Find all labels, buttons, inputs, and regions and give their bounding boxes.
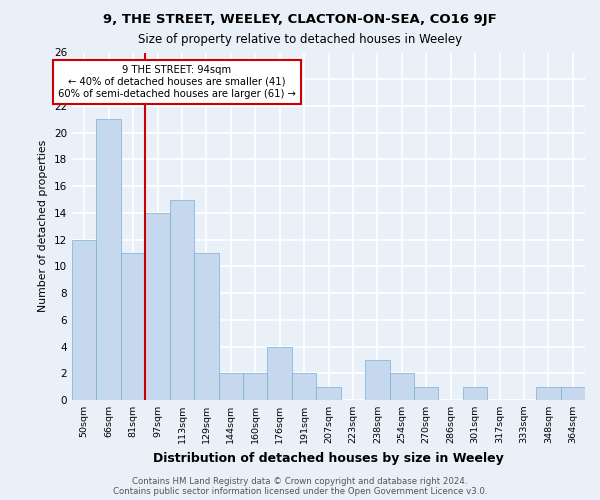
Bar xyxy=(97,120,121,400)
Bar xyxy=(560,386,585,400)
Text: 9, THE STREET, WEELEY, CLACTON-ON-SEA, CO16 9JF: 9, THE STREET, WEELEY, CLACTON-ON-SEA, C… xyxy=(103,12,497,26)
Bar xyxy=(316,386,341,400)
Bar xyxy=(170,200,194,400)
Text: Contains HM Land Registry data © Crown copyright and database right 2024.: Contains HM Land Registry data © Crown c… xyxy=(132,477,468,486)
Text: Contains public sector information licensed under the Open Government Licence v3: Contains public sector information licen… xyxy=(113,487,487,496)
Text: Size of property relative to detached houses in Weeley: Size of property relative to detached ho… xyxy=(138,32,462,46)
Bar xyxy=(463,386,487,400)
X-axis label: Distribution of detached houses by size in Weeley: Distribution of detached houses by size … xyxy=(153,452,504,465)
Bar xyxy=(218,374,243,400)
Bar xyxy=(194,253,218,400)
Bar xyxy=(292,374,316,400)
Bar xyxy=(389,374,414,400)
Bar xyxy=(72,240,97,400)
Bar xyxy=(243,374,268,400)
Bar xyxy=(536,386,560,400)
Bar xyxy=(365,360,389,400)
Bar xyxy=(145,213,170,400)
Y-axis label: Number of detached properties: Number of detached properties xyxy=(38,140,49,312)
Bar xyxy=(121,253,145,400)
Bar xyxy=(268,346,292,400)
Text: 9 THE STREET: 94sqm
← 40% of detached houses are smaller (41)
60% of semi-detach: 9 THE STREET: 94sqm ← 40% of detached ho… xyxy=(58,66,296,98)
Bar xyxy=(414,386,439,400)
